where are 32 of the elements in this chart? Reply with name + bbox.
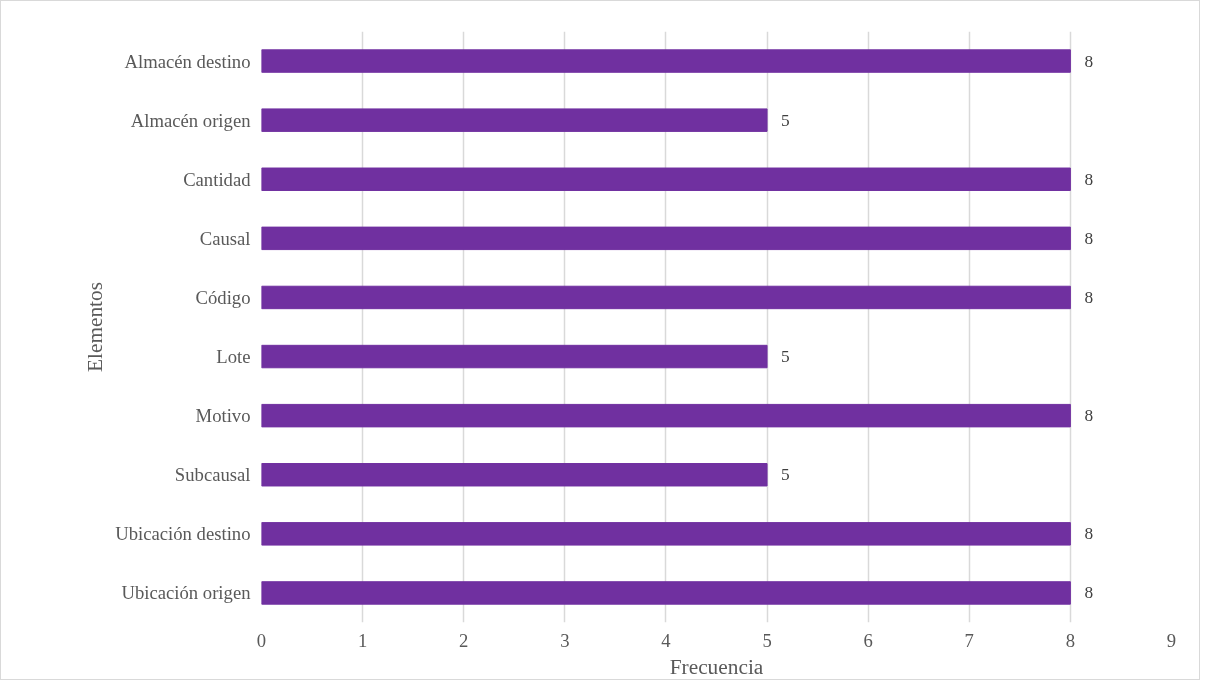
data-label: 8 [1084,228,1094,248]
y-tick-label: Cantidad [183,168,252,190]
y-tick-label: Subcausal [174,464,251,486]
y-tick-label: Lote [216,346,251,368]
y-tick-label: Causal [199,227,251,249]
x-tick-label: 3 [560,629,570,651]
y-tick-label: Ubicación origen [121,582,252,604]
data-label: 5 [781,347,790,367]
x-tick-label: 7 [964,629,974,651]
y-tick-label: Almacén destino [124,50,251,72]
data-label: 8 [1084,524,1094,544]
data-label: 8 [1084,583,1094,603]
y-axis-title: Elementos [83,281,108,373]
y-tick-label: Código [195,286,251,308]
data-label: 8 [1084,51,1094,71]
x-tick-label: 0 [256,629,267,651]
x-tick-label: 8 [1065,629,1076,651]
data-label: 5 [781,465,790,485]
data-label: 8 [1084,406,1094,426]
y-tick-label: Motivo [195,405,251,427]
x-tick-label: 6 [863,629,873,651]
x-tick-label: 2 [459,629,469,651]
x-tick-label: 4 [661,629,672,651]
y-tick-label: Almacén origen [130,109,252,131]
data-label: 8 [1084,287,1094,307]
x-tick-label: 9 [1166,629,1177,651]
data-label: 5 [781,110,790,130]
y-tick-label: Ubicación destino [115,523,251,545]
data-label: 8 [1084,169,1094,189]
x-tick-label: 5 [762,629,772,651]
x-axis-title: Frecuencia [669,654,764,679]
x-tick-label: 1 [357,629,368,651]
